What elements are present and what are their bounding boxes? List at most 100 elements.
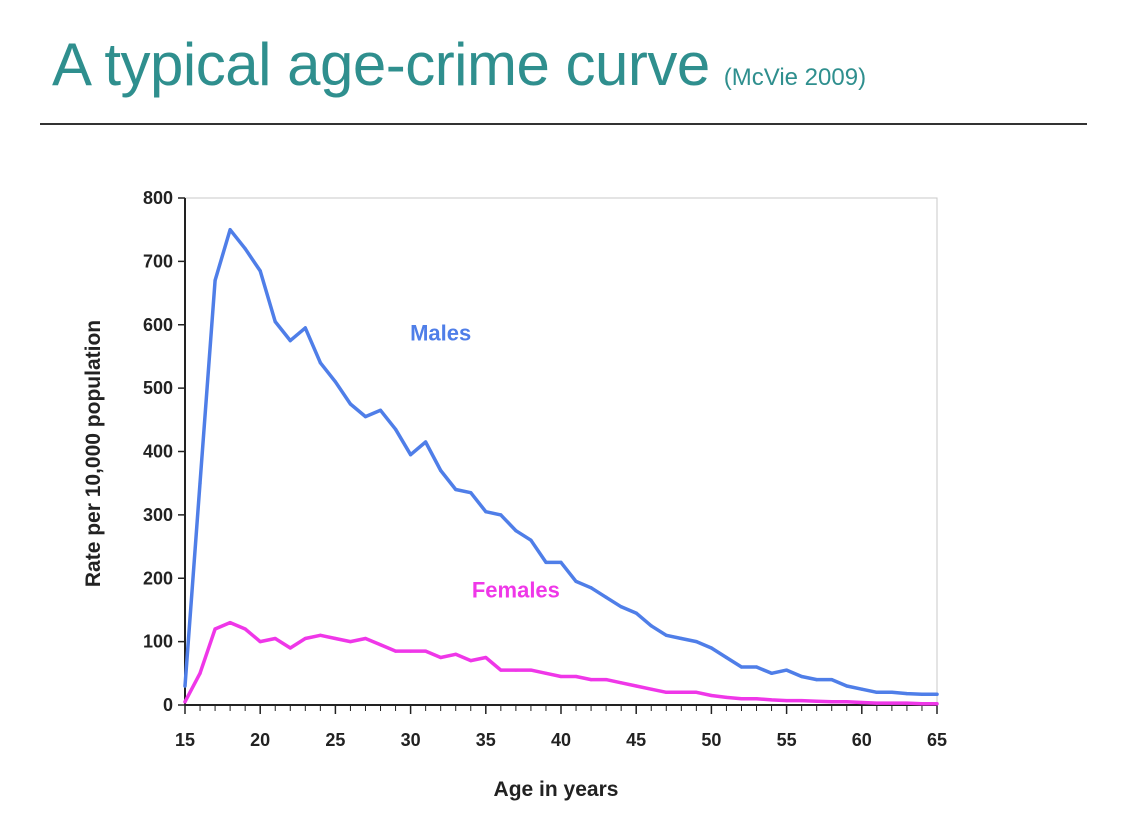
females-data-point (288, 646, 292, 650)
males-data-point (183, 684, 187, 688)
y-tick-label: 600 (143, 315, 173, 335)
males-data-point (484, 510, 488, 514)
males-data-point (769, 671, 774, 675)
females-series-line (183, 620, 939, 706)
y-tick-label: 200 (143, 568, 173, 588)
y-tick-label: 0 (163, 695, 173, 715)
x-tick-label: 60 (852, 730, 872, 750)
females-data-point (243, 627, 247, 631)
females-data-point (905, 701, 909, 705)
females-data-point (694, 690, 698, 694)
females-data-point (228, 621, 232, 625)
females-data-point (709, 693, 714, 698)
males-data-point (875, 690, 879, 694)
males-data-point (499, 513, 503, 517)
females-data-point (439, 655, 443, 660)
title-divider (40, 123, 1087, 125)
males-data-point (363, 415, 368, 419)
x-tick-label: 30 (401, 730, 421, 750)
slide-citation: (McVie 2009) (723, 64, 867, 91)
females-data-point (424, 649, 428, 653)
x-tick-label: 65 (927, 730, 947, 750)
males-data-point (198, 481, 202, 485)
females-data-point (920, 702, 924, 706)
males-data-point (845, 684, 849, 688)
females-data-point (393, 649, 398, 653)
males-data-point (604, 595, 608, 599)
males-data-point (393, 427, 398, 431)
males-data-point (559, 560, 563, 565)
x-tick-label: 20 (250, 730, 270, 750)
females-data-point (634, 684, 638, 688)
females-data-point (800, 698, 804, 703)
males-data-point (679, 636, 683, 641)
males-data-point (454, 487, 458, 492)
females-data-point (469, 659, 473, 663)
males-data-point (333, 380, 337, 384)
males-data-point (348, 402, 353, 406)
females-data-point (198, 671, 202, 675)
males-data-point (574, 579, 578, 584)
males-data-point (815, 678, 819, 682)
females-data-point (860, 700, 864, 705)
males-data-point (589, 586, 593, 590)
females-data-point (529, 668, 533, 672)
females-data-point (875, 701, 879, 705)
males-data-point (409, 453, 413, 457)
females-data-point (815, 699, 819, 703)
slide-title-text: A typical age-crime curve (52, 31, 710, 98)
males-data-point (288, 338, 292, 343)
males-data-point (243, 247, 247, 251)
females-data-point (484, 655, 488, 660)
females-data-point (785, 698, 789, 703)
males-series-line (183, 227, 939, 696)
females-data-point (935, 702, 939, 706)
females-data-point (664, 690, 668, 694)
females-data-point (574, 674, 578, 679)
males-series-label: Males (410, 321, 471, 346)
x-tick-label: 45 (626, 730, 646, 750)
females-data-point (649, 687, 653, 691)
males-data-point (694, 640, 698, 644)
females-data-point (333, 636, 337, 641)
females-data-point (183, 700, 187, 704)
males-data-point (378, 408, 383, 412)
y-tick-label: 500 (143, 378, 173, 398)
x-axis-title: Age in years (494, 778, 619, 801)
y-tick-label: 700 (143, 251, 173, 271)
females-data-point (303, 636, 307, 641)
y-tick-label: 400 (143, 442, 173, 462)
females-data-point (213, 627, 217, 631)
y-tick-label: 100 (143, 632, 173, 652)
males-data-point (529, 538, 533, 542)
males-data-point (634, 611, 638, 615)
males-data-point (754, 665, 759, 669)
plot-area (184, 197, 938, 706)
x-tick-label: 50 (701, 730, 721, 750)
females-data-point (754, 697, 759, 701)
females-data-point (258, 640, 262, 644)
females-data-point (604, 678, 608, 682)
males-data-point (213, 278, 217, 282)
males-data-point (890, 690, 894, 694)
females-data-point (724, 695, 729, 699)
females-data-point (454, 652, 458, 656)
y-tick-label: 300 (143, 505, 173, 525)
males-data-point (785, 668, 789, 672)
females-data-point (830, 700, 834, 704)
y-tick-label: 800 (143, 188, 173, 208)
males-data-point (544, 560, 548, 565)
males-data-point (920, 692, 924, 696)
males-data-point (228, 228, 232, 232)
females-data-point (318, 633, 322, 637)
x-tick-label: 25 (325, 730, 345, 750)
females-data-point (273, 636, 277, 641)
females-data-point (679, 690, 683, 694)
y-axis-title: Rate per 10,000 population (82, 320, 105, 587)
males-data-point (709, 646, 714, 650)
males-data-point (724, 655, 729, 660)
males-data-point (649, 624, 653, 628)
females-data-point (363, 636, 368, 641)
males-data-point (424, 440, 428, 444)
